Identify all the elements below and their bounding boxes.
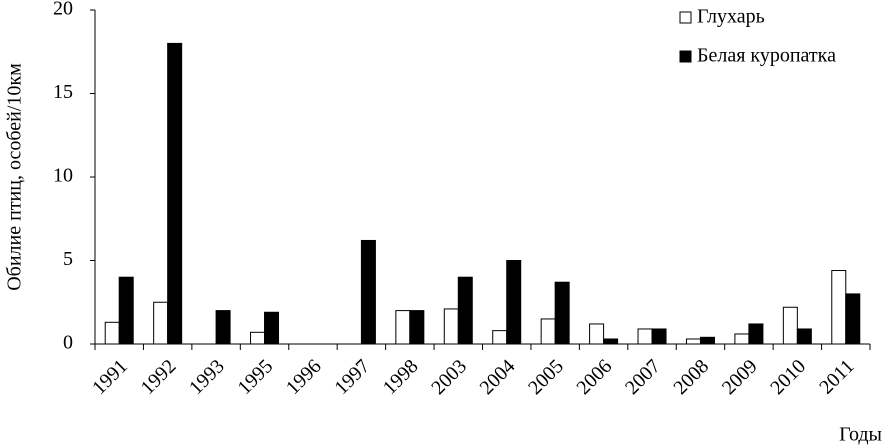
bar — [540, 318, 556, 345]
bar — [748, 323, 764, 345]
bar — [845, 293, 861, 345]
x-tick-label: 2003 — [427, 355, 471, 399]
x-tick-label: 2009 — [718, 355, 762, 399]
legend-swatch — [679, 11, 692, 24]
legend-label: Белая куропатка — [697, 45, 836, 67]
bar — [104, 321, 120, 345]
bar — [603, 338, 619, 345]
bar — [409, 310, 425, 345]
bar — [492, 330, 508, 345]
bar — [831, 270, 847, 345]
x-tick-label: 2011 — [815, 355, 858, 398]
bar — [782, 306, 798, 345]
bar — [153, 301, 169, 345]
x-tick-label: 2010 — [766, 355, 810, 399]
bar — [699, 336, 715, 345]
x-tick-label: 1992 — [137, 355, 181, 399]
bar — [167, 42, 183, 345]
y-tick-label: 20 — [53, 0, 73, 20]
bar — [506, 260, 522, 345]
y-tick-label: 5 — [63, 248, 73, 270]
bar — [637, 328, 653, 345]
bar — [457, 276, 473, 345]
x-tick-label: 1996 — [282, 355, 326, 399]
bar — [118, 276, 134, 345]
bar — [395, 310, 411, 345]
y-axis-title: Обилие птиц, особей/10км — [4, 63, 26, 291]
bar — [215, 310, 231, 345]
x-tick-label: 2007 — [621, 355, 665, 399]
bar — [796, 328, 812, 345]
bar — [651, 328, 667, 345]
x-tick-label: 2004 — [476, 355, 520, 399]
y-tick-label: 15 — [53, 81, 73, 103]
legend-swatch — [679, 50, 692, 63]
bar — [685, 338, 701, 345]
x-tick-label: 2006 — [573, 355, 617, 399]
x-tick-label: 1995 — [233, 355, 277, 399]
x-tick-label: 1991 — [88, 355, 132, 399]
x-tick-label: 2008 — [669, 355, 713, 399]
bar — [589, 323, 605, 345]
bar — [360, 239, 376, 345]
x-axis-title: Годы — [839, 424, 882, 446]
bar — [734, 333, 750, 345]
x-tick-label: 2005 — [524, 355, 568, 399]
bar — [264, 311, 280, 345]
y-tick-label: 0 — [63, 332, 73, 354]
x-tick-label: 1998 — [379, 355, 423, 399]
x-tick-label: 1997 — [330, 355, 374, 399]
bar — [554, 281, 570, 345]
y-tick-label: 10 — [53, 165, 73, 187]
x-tick-label: 1993 — [185, 355, 229, 399]
legend-label: Глухарь — [697, 6, 765, 28]
bar — [250, 331, 266, 345]
bar — [443, 308, 459, 345]
